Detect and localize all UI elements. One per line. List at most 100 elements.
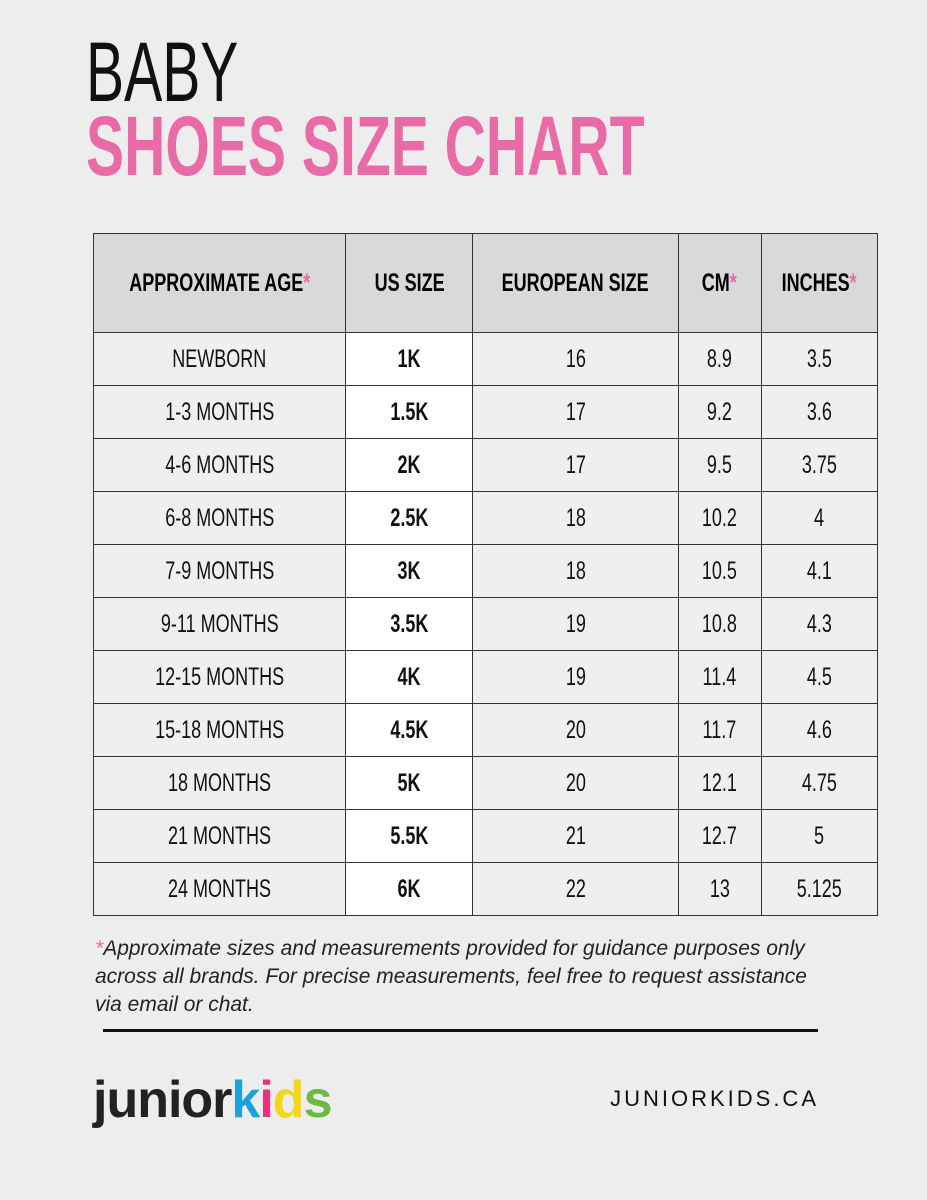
cell-text: 5	[814, 821, 825, 850]
cell-text: 3K	[397, 556, 421, 585]
cell-text: 4	[814, 503, 825, 532]
table-cell: 17	[472, 385, 679, 439]
table-row: 7-9 MONTHS 3K 18 10.5 4.1	[92, 544, 878, 598]
table-cell: 2K	[345, 438, 474, 492]
cell-text: 4-6 MONTHS	[165, 450, 275, 479]
table-cell: 6K	[345, 862, 474, 916]
table-cell: 7-9 MONTHS	[92, 544, 347, 598]
table-cell: 4.1	[760, 544, 878, 598]
title-line1: BABY	[86, 30, 310, 114]
cell-text: 12.1	[702, 768, 738, 797]
table-cell: 11.4	[677, 650, 762, 704]
cell-text: 6K	[397, 874, 421, 903]
table-cell: 10.2	[677, 491, 762, 545]
table-cell: 1K	[345, 332, 474, 386]
cell-text: 20	[565, 768, 586, 797]
table-cell: 4.5	[760, 650, 878, 704]
table-cell: 3.6	[760, 385, 878, 439]
table-cell: 4.5K	[345, 703, 474, 757]
cell-text: 11.7	[702, 715, 737, 744]
table-cell: 20	[472, 756, 679, 810]
table-cell: 10.5	[677, 544, 762, 598]
table-row: 4-6 MONTHS 2K 17 9.5 3.75	[92, 438, 878, 492]
table-cell: 17	[472, 438, 679, 492]
cell-text: 20	[565, 715, 586, 744]
asterisk: *	[303, 268, 311, 297]
table-cell: 21 MONTHS	[92, 809, 347, 863]
table-cell: 16	[472, 332, 679, 386]
table-cell: 20	[472, 703, 679, 757]
cell-text: 10.8	[702, 609, 738, 638]
cell-text: 4.6	[806, 715, 832, 744]
table-cell: 3K	[345, 544, 474, 598]
website-link[interactable]: JUNIORKIDS.CA	[610, 1086, 819, 1111]
table-cell: 15-18 MONTHS	[92, 703, 347, 757]
column-header: EUROPEAN SIZE	[472, 233, 679, 333]
table-cell: 18	[472, 491, 679, 545]
cell-text: 13	[709, 874, 730, 903]
cell-text: 18	[565, 503, 586, 532]
cell-text: 6-8 MONTHS	[165, 503, 275, 532]
table-cell: 18	[472, 544, 679, 598]
cell-text: 17	[565, 397, 586, 426]
table-cell: 4.75	[760, 756, 878, 810]
cell-text: 16	[565, 344, 586, 373]
table-cell: 5K	[345, 756, 474, 810]
column-header: US SIZE	[345, 233, 474, 333]
table-cell: 11.7	[677, 703, 762, 757]
table-cell: 12.7	[677, 809, 762, 863]
table-row: 18 MONTHS 5K 20 12.1 4.75	[92, 756, 878, 810]
cell-text: 18 MONTHS	[168, 768, 272, 797]
table-cell: 3.75	[760, 438, 878, 492]
cell-text: 11.4	[702, 662, 737, 691]
table-row: 9-11 MONTHS 3.5K 19 10.8 4.3	[92, 597, 878, 651]
table-cell: 21	[472, 809, 679, 863]
table-cell: 2.5K	[345, 491, 474, 545]
cell-text: 3.5K	[390, 609, 429, 638]
asterisk: *	[730, 268, 738, 297]
table-cell: 18 MONTHS	[92, 756, 347, 810]
disclaimer-note: *Approximate sizes and measurements prov…	[95, 935, 835, 1019]
table-row: 15-18 MONTHS 4.5K 20 11.7 4.6	[92, 703, 878, 757]
table-row: 21 MONTHS 5.5K 21 12.7 5	[92, 809, 878, 863]
table-cell: 4.3	[760, 597, 878, 651]
table-header-row: APPROXIMATE AGE* US SIZE EUROPEAN SIZE CM* I…	[92, 233, 878, 333]
juniorkids-logo: juniorkids	[93, 1071, 332, 1129]
column-header: CM*	[677, 233, 762, 333]
cell-text: NEWBORN	[172, 344, 267, 373]
cell-text: 2K	[397, 450, 421, 479]
cell-text: 4.5K	[390, 715, 429, 744]
cell-text: 21 MONTHS	[168, 821, 272, 850]
note-text: Approximate sizes and measurements provi…	[95, 937, 807, 1016]
table-cell: 24 MONTHS	[92, 862, 347, 916]
cell-text: 15-18 MONTHS	[155, 715, 285, 744]
table-cell: 1-3 MONTHS	[92, 385, 347, 439]
cell-text: 9.5	[707, 450, 733, 479]
header-label: US SIZE	[374, 268, 445, 297]
table-cell: 12-15 MONTHS	[92, 650, 347, 704]
cell-text: 10.2	[702, 503, 738, 532]
table-row: NEWBORN 1K 16 8.9 3.5	[92, 332, 878, 386]
size-table: APPROXIMATE AGE* US SIZE EUROPEAN SIZE CM* I…	[92, 233, 878, 916]
header-label: APPROXIMATE AGE	[129, 268, 304, 297]
cell-text: 18	[565, 556, 586, 585]
header-label: CM	[702, 268, 731, 297]
table-cell: 1.5K	[345, 385, 474, 439]
column-header: INCHES*	[760, 233, 878, 333]
title-text: BABY	[86, 25, 239, 119]
column-header: APPROXIMATE AGE*	[92, 233, 347, 333]
cell-text: 1.5K	[390, 397, 429, 426]
table-cell: 4-6 MONTHS	[92, 438, 347, 492]
cell-text: 8.9	[707, 344, 733, 373]
asterisk: *	[849, 268, 857, 297]
cell-text: 22	[565, 874, 586, 903]
table-cell: 9.2	[677, 385, 762, 439]
cell-text: 21	[565, 821, 586, 850]
asterisk: *	[95, 937, 104, 960]
cell-text: 3.5	[806, 344, 832, 373]
cell-text: 3.75	[801, 450, 837, 479]
cell-text: 1-3 MONTHS	[165, 397, 275, 426]
table-cell: 9.5	[677, 438, 762, 492]
cell-text: 10.5	[702, 556, 738, 585]
